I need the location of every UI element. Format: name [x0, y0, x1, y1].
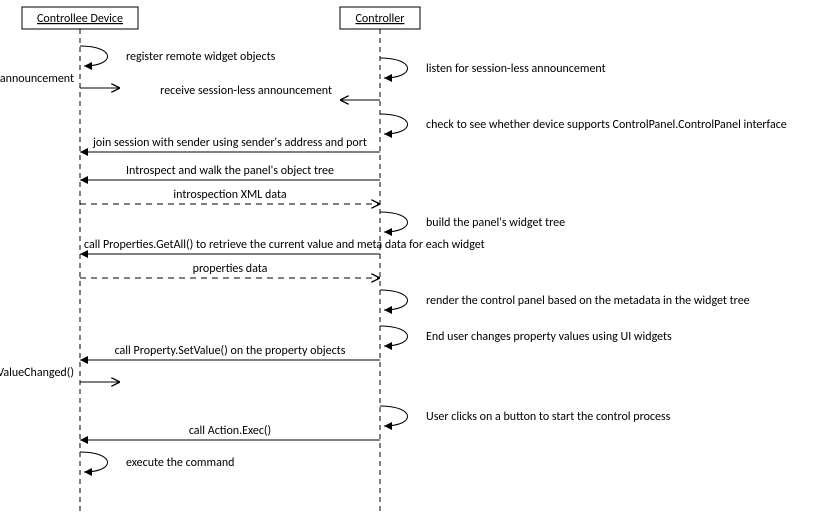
message-label: Introspect and walk the panel's object t…	[126, 164, 334, 178]
self-message-label: execute the command	[126, 456, 234, 470]
message-label: properties data	[193, 262, 268, 276]
self-message-label: build the panel's widget tree	[426, 216, 565, 230]
self-message-loop	[80, 46, 108, 66]
message-label: introspection XML data	[173, 188, 286, 202]
message-label: call Property.SetValue() on the property…	[115, 344, 346, 358]
self-message-label: register remote widget objects	[126, 50, 276, 64]
self-message-loop	[380, 114, 408, 134]
self-message-loop	[380, 58, 408, 78]
self-message-label: check to see whether device supports Con…	[426, 118, 787, 132]
emit-label: emit About announcement	[0, 72, 74, 86]
message-label: call Action.Exec()	[189, 424, 271, 438]
emit-label: receive session-less announcement	[160, 84, 332, 98]
self-message-label: listen for session-less announcement	[426, 62, 606, 76]
message-label: join session with sender using sender's …	[92, 136, 367, 150]
self-message-loop	[80, 452, 108, 472]
self-message-loop	[380, 212, 408, 232]
self-message-loop	[380, 326, 408, 346]
emit-label: emit signal Propety.ValueChanged()	[0, 366, 74, 380]
participant-label: Controller	[356, 12, 405, 26]
message-label: call Properties.GetAll() to retrieve the…	[84, 238, 485, 252]
self-message-label: User clicks on a button to start the con…	[426, 410, 671, 424]
self-message-loop	[380, 290, 408, 310]
sequence-diagram: Controllee Device Controller register remo…	[0, 0, 836, 520]
self-message-label: End user changes property values using U…	[426, 330, 672, 344]
participant-label: Controllee Device	[37, 12, 123, 26]
self-message-label: render the control panel based on the me…	[426, 294, 750, 308]
self-message-loop	[380, 406, 408, 426]
